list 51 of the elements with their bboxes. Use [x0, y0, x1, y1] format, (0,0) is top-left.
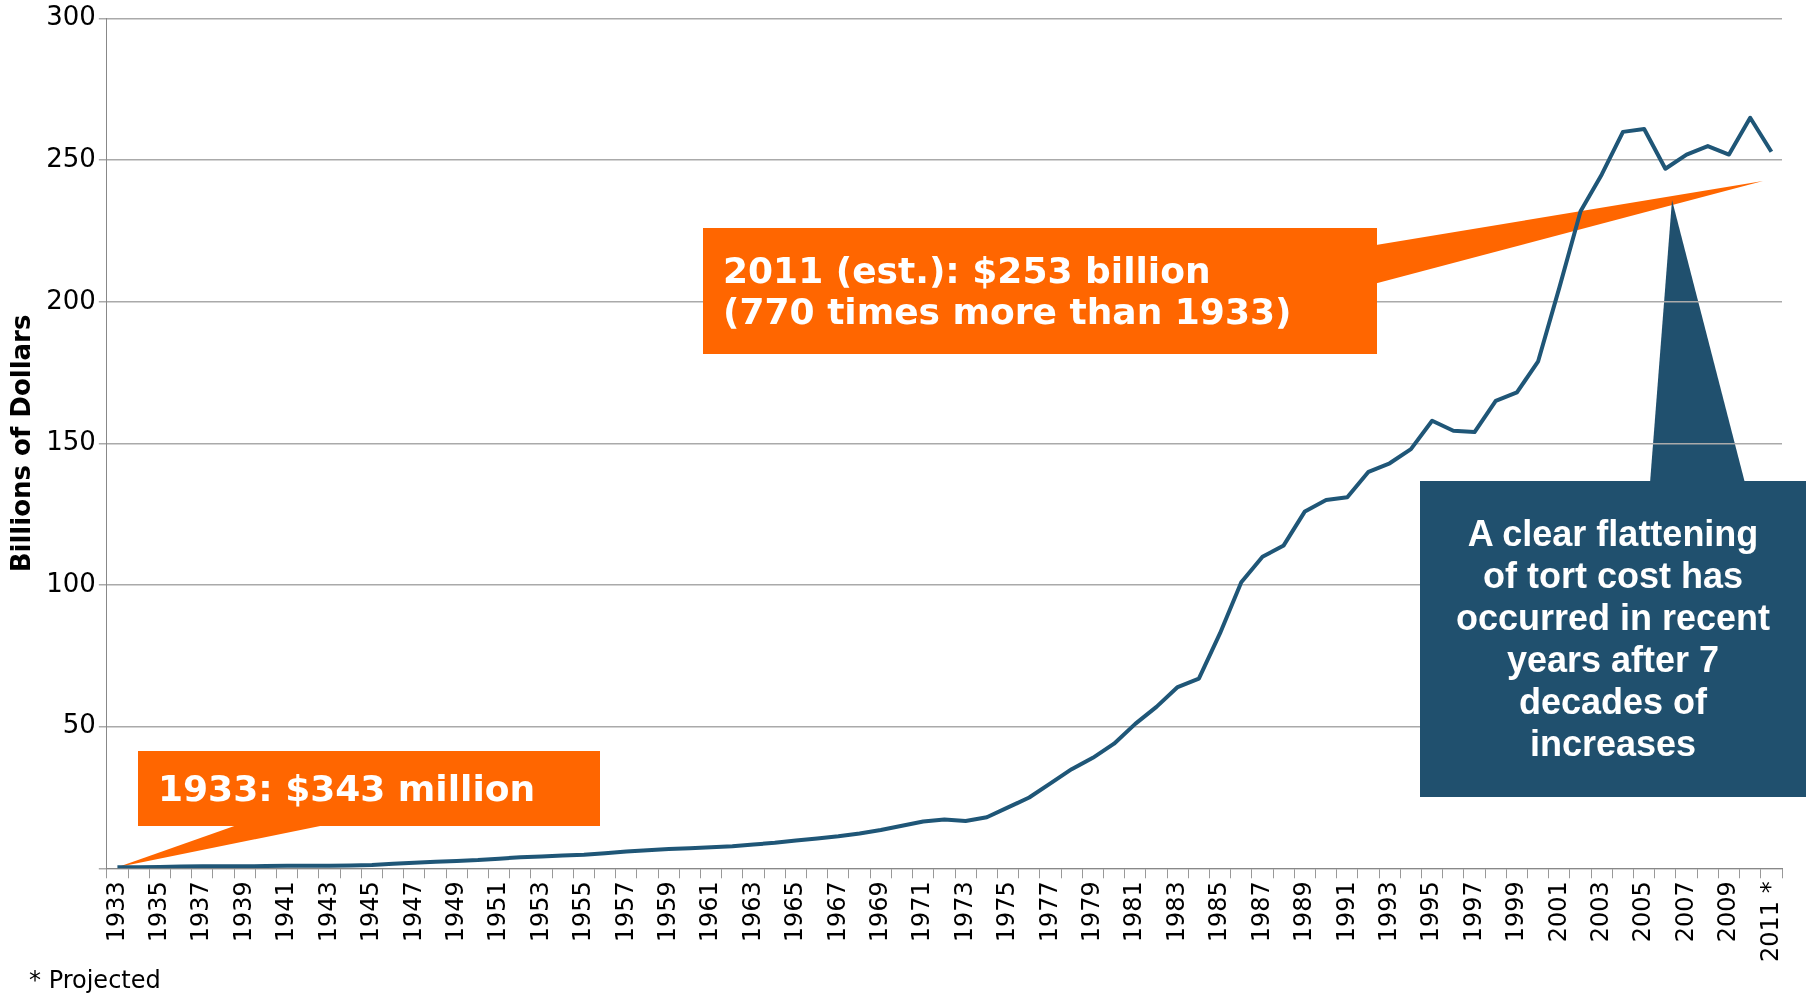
x-tick-label: 2009 [1713, 881, 1742, 943]
x-tick-label: 1953 [525, 881, 554, 943]
text: * Projected [29, 966, 161, 994]
x-tick-label: 2003 [1585, 881, 1614, 943]
x-tick-label: 1949 [440, 881, 469, 943]
y-tick-label: 100 [46, 567, 96, 598]
y-tick-label: 50 [62, 709, 96, 740]
y-tick-label: 250 [46, 142, 96, 173]
y-tick-label: 200 [46, 284, 96, 315]
x-tick-label: 1955 [568, 881, 597, 943]
x-tick-label: 1935 [144, 881, 173, 943]
x-tick-label: 1997 [1458, 881, 1487, 943]
x-tick-label: 1965 [780, 881, 809, 943]
x-tick-label: 1941 [271, 881, 300, 943]
x-tick-label: 1963 [737, 881, 766, 943]
x-tick-label: 1961 [695, 881, 724, 943]
y-tick-label: 150 [46, 426, 96, 457]
x-tick-label: 1957 [610, 881, 639, 943]
annotation: A clear flattening of tort cost has occurred in recent years after 7 decades of increases [1454, 513, 1772, 765]
x-tick-label: 2007 [1670, 881, 1699, 943]
annotation: 2011 (est.): $253 billion (770 times more than 1933) [723, 250, 1293, 332]
x-tick-label: 1945 [356, 881, 385, 943]
x-tick-label: 1939 [228, 881, 257, 943]
y-axis-title: Billions of Dollars [6, 314, 37, 573]
x-tick-label: 1987 [1246, 881, 1275, 943]
x-tick-label: 1985 [1204, 881, 1233, 943]
y-tick-label: 300 [46, 1, 96, 32]
x-tick-label: 1967 [822, 881, 851, 943]
x-tick-label: 2011 * [1755, 881, 1784, 963]
x-tick-label: 1993 [1373, 881, 1402, 943]
x-tick-label: 1969 [865, 881, 894, 943]
x-tick-label: 1959 [652, 881, 681, 943]
x-tick-label: 2005 [1628, 881, 1657, 943]
x-tick-label: 1933 [101, 881, 130, 943]
x-tick-label: 2001 [1543, 881, 1572, 943]
annotation: 1933: $343 million [158, 768, 536, 809]
x-tick-label: 1983 [1161, 881, 1190, 943]
x-tick-label: 1971 [907, 881, 936, 943]
x-tick-label: 1975 [992, 881, 1021, 943]
x-tick-label: 1999 [1501, 881, 1530, 943]
x-tick-label: 1937 [186, 881, 215, 943]
x-tick-label: 1951 [483, 881, 512, 943]
x-tick-label: 1981 [1119, 881, 1148, 943]
x-tick-label: 1989 [1289, 881, 1318, 943]
x-tick-label: 1977 [1034, 881, 1063, 943]
x-tick-label: 1947 [398, 881, 427, 943]
x-tick-label: 1943 [313, 881, 342, 943]
x-tick-label: 1991 [1331, 881, 1360, 943]
x-tick-label: 1973 [949, 881, 978, 943]
x-tick-label: 1995 [1416, 881, 1445, 943]
x-tick-label: 1979 [1077, 881, 1106, 943]
